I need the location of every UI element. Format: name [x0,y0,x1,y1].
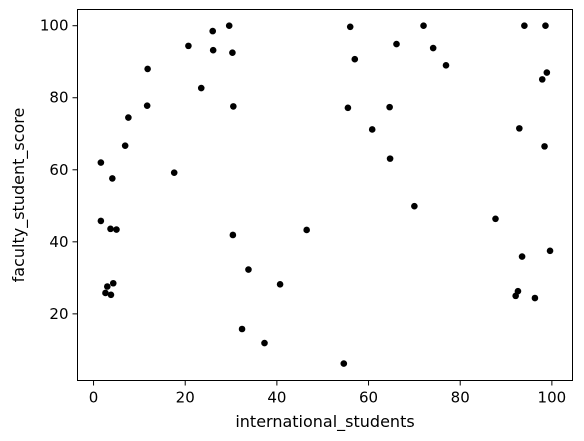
data-point [516,125,523,132]
x-axis-ticks: 0 20 40 60 80 100 [89,380,567,407]
data-point [113,226,120,233]
data-point [442,62,450,69]
y-tick-label: 100 [40,17,69,35]
data-point [230,103,237,110]
y-tick-label: 60 [49,161,68,179]
data-point [368,126,376,133]
data-point [411,202,418,210]
y-tick-label: 80 [49,89,68,107]
points-layer [97,22,554,367]
x-tick-label: 100 [538,389,567,407]
x-tick-label: 20 [176,389,195,407]
data-point [229,231,237,239]
data-point [344,104,352,112]
data-point [386,103,393,111]
data-point [102,289,109,297]
data-point [492,215,499,223]
data-point [429,44,437,52]
data-point [170,169,178,176]
data-point [346,23,354,31]
data-point [420,22,427,30]
data-point [225,22,233,30]
data-point [109,279,117,287]
data-point [97,159,105,166]
data-point [541,143,548,150]
y-tick-label: 20 [49,305,68,323]
data-point [125,114,132,121]
data-point [542,22,549,30]
x-tick-label: 60 [359,389,378,407]
data-point [107,291,115,299]
data-point [351,55,359,63]
data-point [238,325,246,333]
y-axis-label: faculty_student_score [9,108,29,283]
data-point [393,40,400,48]
x-tick-label: 80 [451,389,470,407]
data-point [531,294,539,302]
data-point [107,225,114,233]
data-point [109,175,116,182]
data-point [546,247,554,255]
plot-frame [77,9,573,381]
data-point [245,266,252,273]
y-tick-label: 40 [49,233,68,251]
data-point [144,65,151,73]
data-point [276,281,284,288]
data-point [518,253,526,260]
x-tick-label: 0 [89,389,99,407]
data-point [97,217,105,225]
data-point [185,42,192,50]
data-point [197,84,205,92]
data-point [543,69,551,76]
data-point [340,360,348,367]
data-point [121,142,129,149]
y-axis-ticks: 20 40 60 80 100 [40,17,78,323]
data-point [143,102,151,109]
x-tick-label: 40 [267,389,286,407]
data-point [103,283,111,290]
data-point [521,22,528,30]
data-point [538,76,546,83]
data-point [514,287,522,295]
data-point [209,27,217,35]
data-point [229,49,236,57]
data-point [261,339,268,347]
data-point [386,155,394,162]
data-point [303,226,310,234]
x-axis-label: international_students [235,412,414,432]
data-point [209,46,217,54]
